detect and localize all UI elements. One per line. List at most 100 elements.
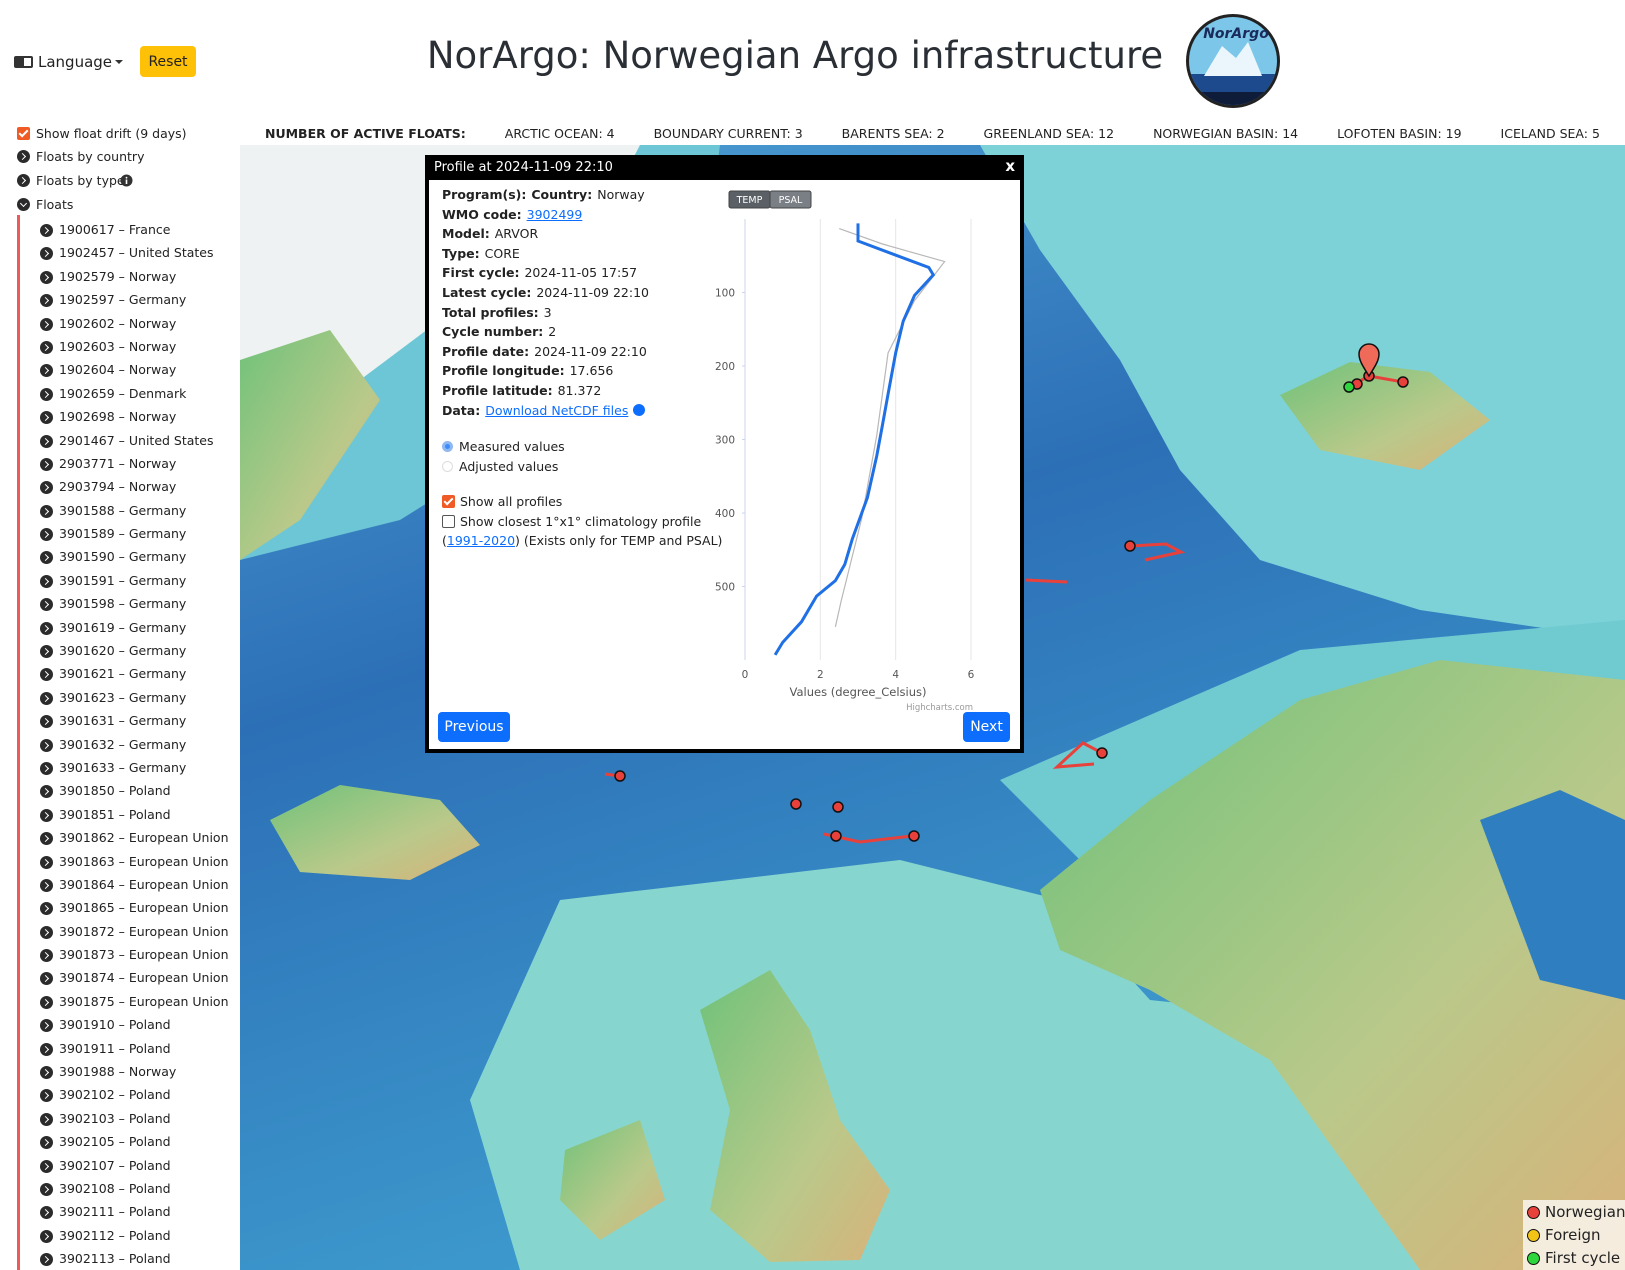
expand-icon[interactable] [40, 995, 53, 1009]
float-marker[interactable] [790, 798, 802, 810]
expand-icon[interactable] [40, 1159, 53, 1173]
expand-icon[interactable] [40, 340, 53, 354]
floats-group[interactable]: Floats [36, 197, 74, 212]
float-item[interactable]: 3901873 – European Union [59, 947, 229, 963]
chart-credit[interactable]: Highcharts.com [906, 703, 973, 713]
expand-icon[interactable] [40, 855, 53, 869]
float-item[interactable]: 3901590 – Germany [59, 549, 187, 565]
float-item[interactable]: 3902112 – Poland [59, 1227, 171, 1243]
float-item[interactable]: 2901467 – United States [59, 432, 214, 448]
float-marker[interactable] [1096, 747, 1108, 759]
chart-toggle[interactable] [769, 190, 812, 209]
float-item[interactable]: 3901911 – Poland [59, 1040, 171, 1056]
expand-icon[interactable] [40, 925, 53, 939]
expand-icon[interactable] [40, 668, 53, 682]
expand-icon[interactable] [40, 387, 53, 401]
radio[interactable] [442, 460, 453, 472]
float-item[interactable]: 3901591 – Germany [59, 572, 187, 588]
float-item[interactable]: 3901619 – Germany [59, 619, 187, 635]
expand-icon[interactable] [40, 481, 53, 495]
expand-icon[interactable] [40, 902, 53, 916]
expand-icon[interactable] [40, 364, 53, 378]
expand-icon[interactable] [40, 434, 53, 448]
float-item[interactable]: 1902597 – Germany [59, 292, 187, 308]
expand-icon[interactable] [40, 1042, 53, 1056]
expand-icon[interactable] [40, 621, 53, 635]
expand-icon[interactable] [40, 1206, 53, 1220]
float-item[interactable]: 3901988 – Norway [59, 1064, 177, 1080]
float-marker[interactable] [1124, 540, 1136, 552]
expand-icon[interactable] [40, 1136, 53, 1150]
float-item[interactable]: 3901875 – European Union [59, 993, 229, 1009]
float-item[interactable]: 1902602 – Norway [59, 315, 177, 331]
expand-icon[interactable] [40, 715, 53, 729]
climatology-link[interactable]: 1991-2020 [446, 533, 516, 548]
country-group[interactable]: Floats by country [36, 149, 145, 164]
next-button[interactable]: Next [963, 712, 1010, 742]
float-item[interactable]: 3901864 – European Union [59, 876, 229, 892]
float-item[interactable]: 3901621 – Germany [59, 666, 187, 682]
float-item[interactable]: 3901910 – Poland [59, 1017, 171, 1033]
expand-icon[interactable] [40, 574, 53, 588]
drift-checkbox[interactable] [17, 127, 30, 140]
language-button[interactable]: Language [14, 50, 126, 74]
float-item[interactable]: 3901851 – Poland [59, 806, 171, 822]
float-item[interactable]: 1900617 – France [59, 222, 171, 237]
float-item[interactable]: 1902457 – United States [59, 245, 214, 261]
float-item[interactable]: 3901623 – Germany [59, 689, 187, 705]
float-item[interactable]: 3902108 – Poland [59, 1180, 171, 1196]
expand-icon[interactable] [40, 1019, 53, 1033]
float-item[interactable]: 3901620 – Germany [59, 643, 187, 659]
float-marker[interactable] [832, 801, 844, 813]
float-item[interactable]: 3902113 – Poland [59, 1251, 171, 1267]
expand-icon[interactable] [40, 551, 53, 565]
expand-icon[interactable] [40, 645, 53, 659]
float-item[interactable]: 3901872 – European Union [59, 923, 229, 939]
expand-icon[interactable] [40, 832, 53, 846]
collapse-icon[interactable] [17, 198, 30, 211]
info-icon[interactable] [120, 174, 133, 187]
float-item[interactable]: 1902604 – Norway [59, 362, 177, 378]
float-marker[interactable] [1343, 381, 1355, 393]
field-link[interactable]: 3902499 [526, 206, 583, 222]
expand-icon[interactable] [17, 174, 30, 187]
float-marker[interactable] [1397, 376, 1409, 388]
field-link[interactable]: Download NetCDF files [485, 402, 629, 418]
float-marker[interactable] [908, 830, 920, 842]
expand-icon[interactable] [40, 317, 53, 331]
float-item[interactable]: 3901850 – Poland [59, 783, 171, 799]
expand-icon[interactable] [40, 1182, 53, 1196]
previous-button[interactable]: Previous [438, 712, 510, 742]
close-button[interactable]: x [1005, 157, 1015, 175]
type-group[interactable]: Floats by type [36, 173, 125, 188]
float-item[interactable]: 3902111 – Poland [59, 1204, 171, 1220]
expand-icon[interactable] [40, 270, 53, 284]
float-marker[interactable] [614, 770, 626, 782]
expand-icon[interactable] [40, 1253, 53, 1267]
checkbox[interactable] [442, 514, 455, 528]
checkbox[interactable] [442, 495, 455, 508]
expand-icon[interactable] [17, 150, 30, 163]
float-item[interactable]: 3902103 – Poland [59, 1110, 171, 1126]
expand-icon[interactable] [40, 457, 53, 471]
float-marker[interactable] [830, 830, 842, 842]
expand-icon[interactable] [40, 949, 53, 963]
float-item[interactable]: 3901863 – European Union [59, 853, 229, 869]
expand-icon[interactable] [40, 878, 53, 892]
expand-icon[interactable] [40, 738, 53, 752]
float-item[interactable]: 3901632 – Germany [59, 736, 187, 752]
expand-icon[interactable] [40, 528, 53, 542]
expand-icon[interactable] [40, 504, 53, 518]
expand-icon[interactable] [40, 1229, 53, 1243]
float-item[interactable]: 3902102 – Poland [59, 1087, 171, 1103]
radio[interactable] [442, 441, 453, 452]
expand-icon[interactable] [40, 691, 53, 705]
float-item[interactable]: 2903794 – Norway [59, 479, 177, 495]
float-item[interactable]: 1902603 – Norway [59, 338, 177, 354]
expand-icon[interactable] [40, 598, 53, 612]
float-item[interactable]: 1902698 – Norway [59, 409, 177, 425]
float-item[interactable]: 3901589 – Germany [59, 526, 187, 542]
info-icon[interactable] [633, 403, 646, 416]
expand-icon[interactable] [40, 294, 53, 308]
float-item[interactable]: 3901862 – European Union [59, 830, 229, 846]
